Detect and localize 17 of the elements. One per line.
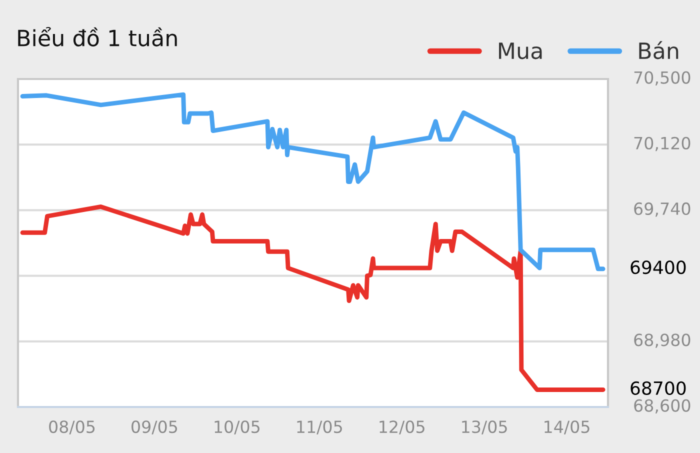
annotation: 69400 [630, 260, 686, 274]
x-tick-label: 11/05 [297, 420, 342, 434]
y-tick-label: 69,740 [634, 202, 690, 217]
x-tick-label: 13/05 [462, 420, 507, 434]
y-tick-label: 68,980 [634, 334, 690, 348]
legend-label: Mua [499, 42, 542, 60]
y-tick-label: 70,120 [634, 136, 690, 152]
y-tick-label: 68,600 [634, 399, 690, 414]
x-tick-label: 08/05 [49, 420, 95, 434]
x-tick-label: 14/05 [544, 420, 590, 434]
chart-title: Biểu đồ 1 tuần [18, 27, 177, 46]
legend-label: Bán [639, 41, 678, 60]
x-tick-label: 10/05 [214, 420, 260, 434]
y-tick-label: 70,500 [634, 71, 690, 86]
x-tick-label: 12/05 [380, 420, 424, 434]
x-tick-label: 09/05 [132, 420, 178, 434]
annotation: 68700 [630, 381, 686, 395]
